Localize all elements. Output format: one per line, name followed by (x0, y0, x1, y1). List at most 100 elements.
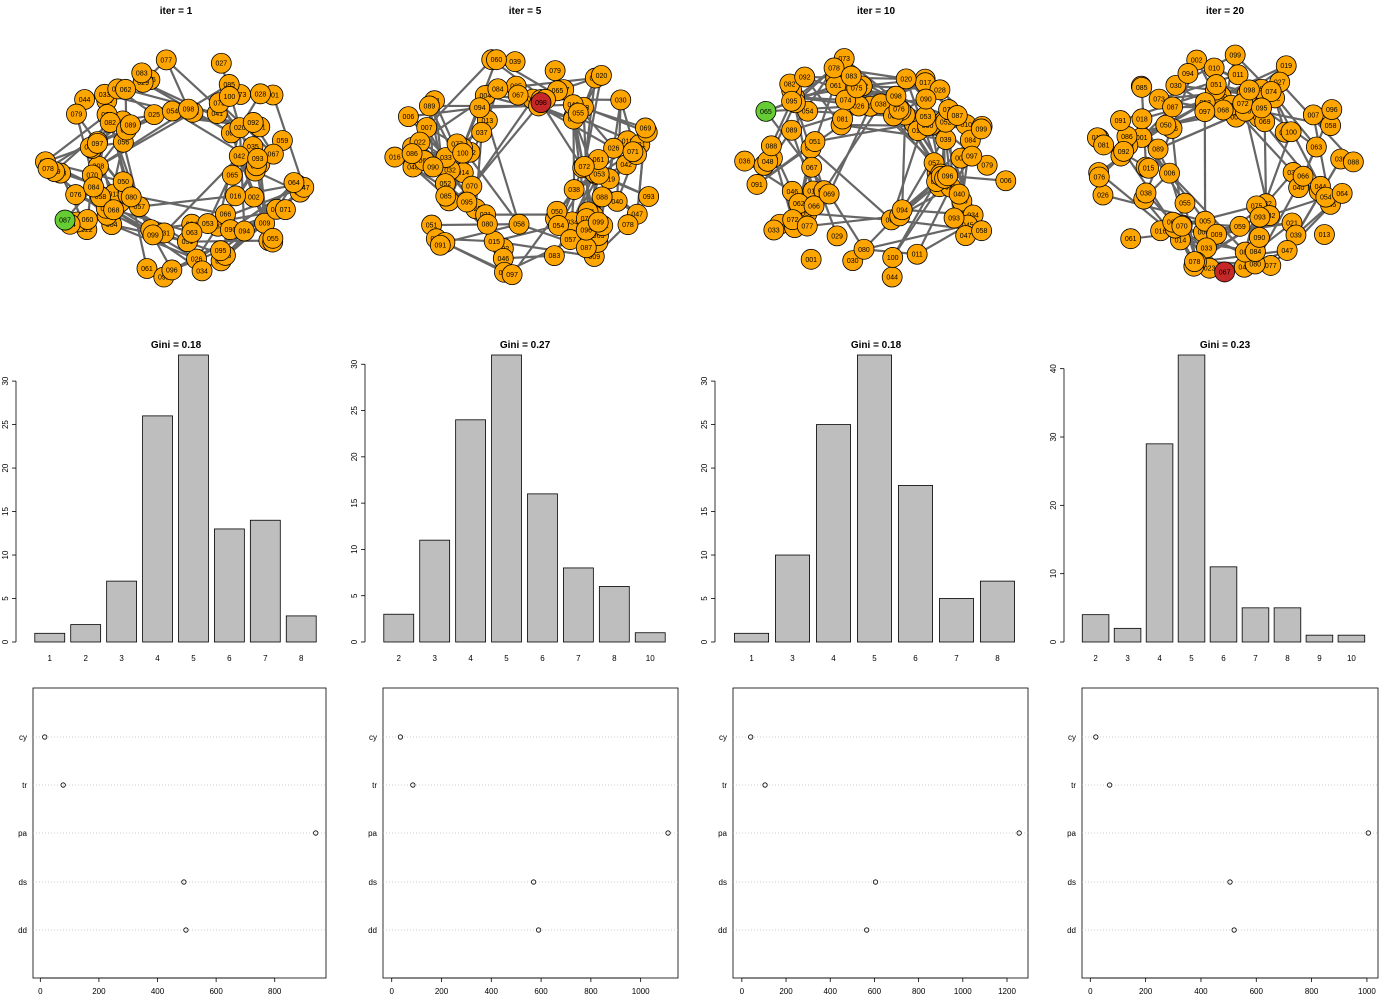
network-node-label: 032 (212, 224, 224, 231)
dotchart-x-tick-label: 400 (151, 987, 165, 996)
network-node-label: 013 (912, 128, 924, 135)
histogram-x-tick-label: 7 (1253, 654, 1258, 663)
histogram-title-2: Gini = 0.27 (500, 340, 551, 351)
network-node-label: 061 (830, 83, 842, 90)
network-node: 089 (781, 119, 803, 141)
dotchart-row-label: dd (718, 926, 727, 935)
network-node-circle (796, 215, 818, 237)
network-node-label: 066 (808, 203, 820, 210)
network-node-label: 007 (421, 125, 433, 132)
network-node-circle (1331, 182, 1353, 204)
network-node-label: 013 (108, 191, 120, 198)
network-node: 085 (1131, 76, 1153, 98)
dotchart-row-label: pa (368, 829, 377, 838)
histogram-bar (938, 598, 974, 643)
network-node-label: 100 (1285, 129, 1297, 136)
network-node: 086 (401, 143, 423, 165)
network-graph: 0010020030040050060070080090100110120130… (1087, 44, 1364, 283)
network-node-label: 098 (890, 94, 902, 101)
network-node-label: 027 (1274, 80, 1286, 87)
network-node-circle (181, 222, 203, 243)
network-node: 088 (591, 186, 613, 208)
network-node-label: 004 (1198, 230, 1210, 237)
histogram-title-3: Gini = 0.18 (851, 340, 902, 351)
network-node: 083 (543, 245, 565, 267)
network-node-label: 098 (183, 107, 195, 114)
network-node-label: 058 (513, 222, 525, 229)
network-node-circle (456, 191, 478, 213)
network-node: 006 (995, 170, 1017, 192)
histogram-x-tick-label: 1 (749, 654, 754, 663)
network-node-circle (501, 264, 523, 286)
network-node-label: 047 (1281, 248, 1293, 255)
network-node: 096 (161, 259, 183, 281)
network-node-circle (1135, 182, 1157, 204)
network-node-label: 003 (226, 130, 238, 137)
network-node-label: 092 (247, 120, 259, 127)
histogram-bar (563, 567, 594, 643)
network-node-label: 071 (280, 207, 292, 214)
network-node-label: 095 (786, 99, 798, 106)
network-node-label: 067 (806, 165, 818, 172)
network-node-label: 099 (1229, 53, 1241, 60)
network-node-label: 083 (136, 70, 148, 77)
network-edge (425, 58, 493, 129)
network-node-label: 017 (919, 80, 931, 87)
network-node-label: 096 (942, 173, 954, 180)
network-node-label: 016 (1155, 228, 1167, 235)
dotchart-x-tick-label: 1000 (954, 987, 972, 996)
network-edge (1273, 97, 1322, 187)
dotchart-x-tick-label: 200 (92, 987, 106, 996)
network-node: 039 (935, 129, 957, 150)
dotchart-row-label: tr (22, 781, 27, 790)
network-node-label: 094 (1182, 71, 1194, 78)
network-node: 083 (131, 62, 153, 84)
histogram-x-tick-label: 2 (397, 654, 402, 663)
dotchart-point (1231, 927, 1237, 933)
network-node: 083 (840, 65, 862, 87)
dotchart-x-tick-label: 0 (1088, 987, 1093, 996)
network-node-label: 077 (801, 224, 813, 231)
network-node-label: 070 (466, 184, 478, 191)
network-node-label: 095 (215, 248, 227, 255)
network-node: 065 (221, 164, 243, 186)
network-node-label: 020 (234, 125, 246, 132)
histogram-y-tick-label: 30 (350, 359, 359, 368)
network-node-circle (1194, 101, 1216, 123)
network-node: 006 (397, 106, 419, 128)
network-node-circle (178, 98, 199, 120)
network-node-label: 012 (622, 138, 634, 145)
histogram-bar (857, 354, 892, 643)
network-node-circle (283, 172, 305, 193)
network-node-circle (635, 117, 656, 139)
network-node-label: 067 (268, 152, 280, 159)
network-node-circle (401, 143, 423, 165)
network-node-label: 079 (549, 68, 561, 75)
network-node-circle (781, 119, 803, 141)
network-node-circle (1342, 151, 1364, 173)
network-node: 090 (915, 88, 937, 110)
network-node: 020 (895, 68, 917, 90)
network-node-label: 078 (622, 222, 634, 229)
network-node: 092 (242, 112, 264, 133)
network-node: 016 (225, 185, 246, 207)
network-node-label: 057 (928, 160, 940, 167)
network-node: 093 (1249, 206, 1271, 228)
network-node-label: 085 (223, 82, 235, 89)
network-node-label: 061 (1125, 236, 1137, 243)
network-node: 080 (853, 238, 875, 260)
histogram-y-tick-label: 10 (350, 544, 359, 553)
network-node: 068 (103, 199, 125, 221)
network-node: 013 (1314, 224, 1335, 245)
dotchart-x-tick-label: 600 (534, 987, 548, 996)
network-node-circle (471, 121, 493, 143)
dotchart-x-tick-label: 200 (1139, 987, 1153, 996)
histogram-y-tick-label: 40 (1049, 364, 1058, 373)
network-node: 025 (143, 104, 165, 126)
network-node-label: 068 (1217, 107, 1229, 114)
dotchart-x-tick-label: 1200 (998, 987, 1016, 996)
network-node-label: 074 (840, 98, 852, 105)
network-node: 095 (1251, 97, 1272, 119)
histogram-x-tick-label: 8 (612, 654, 617, 663)
network-title-iter-10: iter = 10 (857, 6, 896, 17)
